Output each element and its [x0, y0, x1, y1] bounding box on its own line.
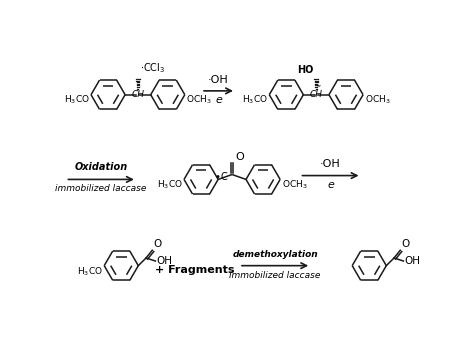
Text: e: e	[215, 96, 222, 106]
Text: demethoxylation: demethoxylation	[232, 250, 318, 259]
Text: $\bullet$C: $\bullet$C	[214, 169, 228, 181]
Text: CH: CH	[310, 90, 323, 99]
Text: CH: CH	[131, 90, 145, 99]
Text: H$_3$CO: H$_3$CO	[242, 94, 268, 106]
Text: $\cdot$CCl$_3$: $\cdot$CCl$_3$	[140, 62, 165, 76]
Text: O: O	[153, 239, 161, 250]
Text: OH: OH	[404, 256, 420, 266]
Text: HO: HO	[298, 65, 314, 76]
Text: OCH$_3$: OCH$_3$	[365, 94, 390, 106]
Text: O: O	[401, 239, 409, 250]
Text: immobilized laccase: immobilized laccase	[229, 271, 321, 280]
Text: H$_3$CO: H$_3$CO	[64, 94, 90, 106]
Text: H$_3$CO: H$_3$CO	[156, 179, 182, 191]
Text: ·OH: ·OH	[320, 160, 341, 169]
Text: OCH$_3$: OCH$_3$	[186, 94, 212, 106]
Text: ·OH: ·OH	[208, 75, 229, 85]
Text: H$_3$CO: H$_3$CO	[77, 265, 103, 278]
Text: Oxidation: Oxidation	[74, 162, 128, 173]
Text: immobilized laccase: immobilized laccase	[55, 184, 147, 193]
Text: e: e	[327, 180, 334, 190]
Text: OCH$_3$: OCH$_3$	[282, 179, 307, 191]
Text: O: O	[235, 152, 244, 162]
Text: ,,: ,,	[316, 79, 321, 88]
Text: + Fragments: + Fragments	[155, 264, 235, 275]
Text: OH: OH	[156, 256, 172, 266]
